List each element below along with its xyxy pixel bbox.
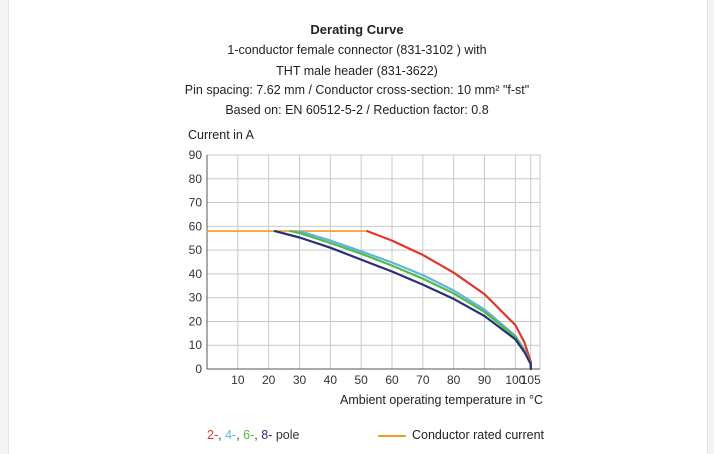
x-tick-label: 40 (324, 373, 338, 387)
plot-area (206, 154, 541, 370)
rated-current-legend: Conductor rated current (378, 428, 544, 442)
legend-pole-4: 4- (225, 428, 237, 442)
y-axis-label: Current in A (188, 128, 255, 142)
rated-current-label: Conductor rated current (412, 428, 545, 442)
legend-sep-1: , (218, 428, 226, 442)
legend-pole-suffix: pole (272, 428, 300, 442)
x-axis-label: Ambient operating temperature in °C (340, 393, 544, 407)
legend-pole-8: 8- (261, 428, 273, 442)
y-tick-label: 10 (189, 338, 203, 352)
x-tick-label: 90 (478, 373, 492, 387)
y-tick-label: 60 (189, 219, 203, 233)
series-line-8 (273, 230, 532, 371)
y-tick-label: 80 (189, 172, 203, 186)
origin-label: 0 (195, 362, 202, 376)
y-tick-label: 70 (189, 196, 203, 210)
rated-current-swatch (378, 434, 406, 437)
chart-subtitle-line-3: Pin spacing: 7.62 mm / Conductor cross-s… (184, 83, 530, 97)
x-tick-label: 50 (354, 373, 368, 387)
pole-legend: 2-, 4-, 6-, 8- pole (207, 428, 299, 442)
y-tick-label: 30 (189, 291, 203, 305)
x-tick-label: 80 (447, 373, 461, 387)
y-tick-label: 40 (189, 267, 203, 281)
chart-title: Derating Curve (310, 22, 404, 37)
x-tick-label: 100 (505, 373, 525, 387)
x-tick-label: 30 (293, 373, 307, 387)
x-tick-label: 20 (262, 373, 276, 387)
legend-pole-2: 2- (207, 428, 219, 442)
x-tick-label: 10 (231, 373, 245, 387)
y-tick-label: 90 (189, 148, 203, 162)
x-tick-label: 105 (521, 373, 541, 387)
chart-subtitle-line-2: THT male header (831-3622) (276, 64, 438, 78)
legend-sep-2: , (236, 428, 244, 442)
chart-subtitle-line-1: 1-conductor female connector (831-3102 )… (227, 43, 487, 57)
x-tick-label: 60 (385, 373, 399, 387)
x-tick-label: 70 (416, 373, 430, 387)
y-tick-label: 20 (189, 314, 203, 328)
y-tick-label: 50 (189, 243, 203, 257)
legend-sep-3: , (254, 428, 262, 442)
series-line-2 (366, 230, 532, 371)
legend-pole-6: 6- (243, 428, 255, 442)
chart-subtitle-line-4: Based on: EN 60512-5-2 / Reduction facto… (225, 103, 489, 117)
